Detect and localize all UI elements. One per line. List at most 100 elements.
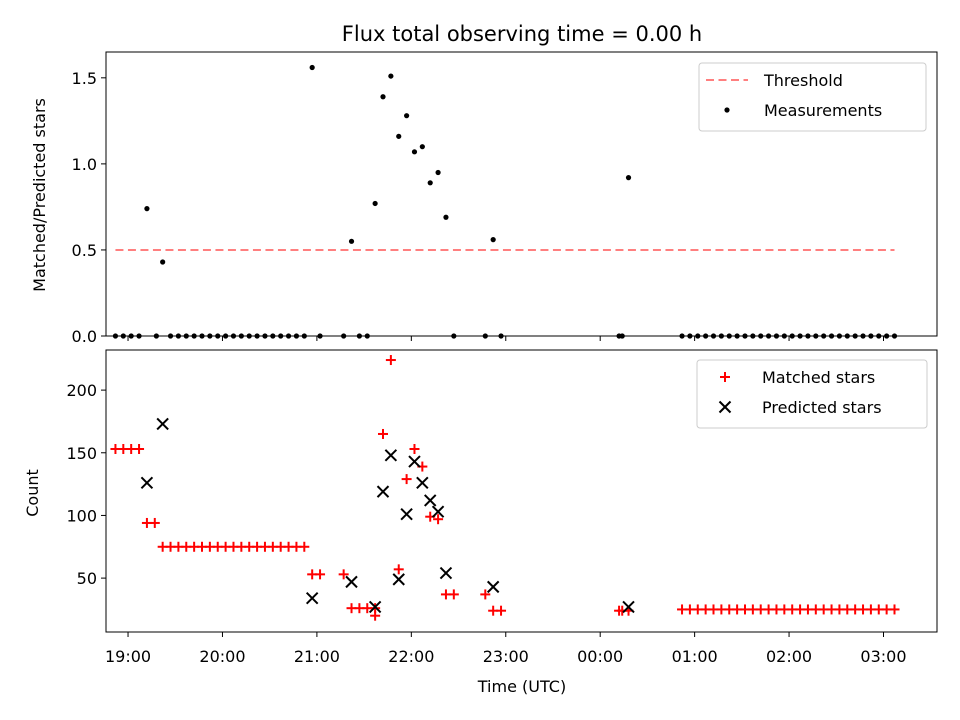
measurement-point: [765, 333, 772, 339]
x-stroke-2: [718, 400, 732, 414]
measurement-point: [230, 333, 237, 339]
measurement-point: [411, 149, 418, 155]
predicted-star-point: [424, 494, 437, 507]
measurement-point: [199, 333, 205, 339]
measurement-point: [773, 333, 780, 339]
measurement-point: [215, 333, 221, 339]
measurement-point: [112, 333, 119, 339]
x-tick-label: 22:00: [388, 647, 434, 666]
measurement-point: [718, 333, 724, 339]
measurement-point: [427, 180, 433, 186]
measurement-point: [742, 333, 748, 339]
measurement-point: [836, 333, 843, 339]
matched-star-point: [315, 569, 326, 580]
legend-bottom: Matched stars Predicted stars: [696, 359, 928, 429]
matched-star-point: [134, 444, 145, 455]
measurement-point: [153, 333, 159, 339]
measurement-point: [207, 333, 213, 339]
x-tick-label: 03:00: [860, 647, 906, 666]
legend-top: Threshold Measurements: [698, 62, 927, 132]
measurement-point: [805, 333, 811, 339]
measurement-point: [301, 333, 307, 339]
matched-star-point: [378, 428, 388, 439]
matched-star-point: [448, 589, 459, 600]
predicted-star-point: [622, 600, 635, 614]
measurement-point: [781, 333, 787, 339]
predicted-star-point: [156, 417, 169, 431]
x-stroke-2: [384, 449, 398, 462]
x-stroke-2: [424, 494, 437, 507]
y-tick-label: 50: [77, 569, 97, 588]
x-stroke-2: [486, 580, 500, 594]
measurement-point: [270, 333, 276, 339]
measurement-point: [183, 333, 189, 339]
predicted-star-point: [140, 476, 154, 490]
matched-star-point: [480, 589, 491, 600]
measurement-point: [813, 333, 819, 339]
measurement-point: [144, 206, 150, 212]
y-tick-label: 200: [66, 381, 97, 400]
legend-box: [698, 62, 927, 132]
measurement-point: [246, 333, 252, 339]
measurement-point: [341, 333, 347, 339]
measurement-point: [396, 133, 402, 139]
matched-star-point: [149, 517, 160, 528]
matched-star-point: [720, 372, 730, 382]
predicted-star-point: [392, 573, 405, 586]
y-tick-label: 150: [66, 444, 97, 463]
measurement-point: [380, 94, 386, 100]
measurement-point: [136, 333, 142, 339]
x-stroke-2: [392, 573, 405, 586]
measurement-point: [238, 333, 244, 339]
plot-frame: [105, 51, 938, 337]
predicted-star-point: [431, 505, 445, 518]
x-stroke-2: [416, 476, 429, 490]
predicted-star-point: [439, 566, 453, 580]
predicted-star-point: [368, 600, 382, 614]
x-stroke-2: [408, 455, 421, 468]
x-tick-label: 02:00: [766, 647, 812, 666]
predicted-star-point: [400, 507, 413, 521]
measurement-point: [278, 333, 284, 339]
measurement-point: [348, 238, 355, 244]
matched-star-point: [299, 541, 310, 552]
x-stroke-2: [376, 485, 390, 498]
measurement-point: [160, 259, 166, 265]
measurement-point: [876, 333, 882, 339]
measurement-point: [482, 333, 488, 339]
matched-star-point: [496, 605, 507, 616]
matched-star-point: [370, 610, 381, 621]
y-tick-label: 0.0: [72, 327, 97, 346]
x-stroke-2: [140, 476, 154, 490]
x-stroke-2: [622, 600, 635, 614]
measurement-point: [254, 333, 260, 339]
measurement-point: [191, 333, 197, 339]
x-tick-label: 20:00: [199, 647, 245, 666]
measurement-point: [710, 333, 717, 339]
x-stroke-2: [439, 566, 453, 580]
legend-box: [696, 359, 928, 429]
legend-label: Measurements: [764, 101, 882, 120]
measurement-point: [828, 333, 835, 339]
top-y-axis-label: Matched/Predicted stars: [30, 98, 49, 292]
measurement-point: [734, 333, 740, 339]
measurement-point: [120, 333, 126, 339]
matched-star-point: [401, 474, 412, 485]
measurement-point: [317, 333, 323, 339]
measurement-point: [884, 333, 890, 339]
x-stroke-2: [156, 417, 169, 431]
measurement-point: [419, 144, 425, 150]
measurement-point: [285, 333, 292, 339]
measurement-point: [443, 214, 449, 220]
predicted-star-point: [384, 449, 398, 462]
x-stroke-2: [305, 591, 319, 605]
measurement-point: [619, 333, 625, 339]
matched-star-point: [889, 604, 900, 615]
measurement-point: [388, 73, 394, 79]
measurement-point: [404, 113, 410, 119]
measurement-point: [695, 333, 701, 339]
top-panel: Matched/Predicted stars Threshold Measure…: [30, 51, 938, 346]
measurement-point: [679, 333, 685, 339]
x-axis-label: Time (UTC): [477, 677, 566, 696]
measurement-point: [625, 175, 632, 181]
